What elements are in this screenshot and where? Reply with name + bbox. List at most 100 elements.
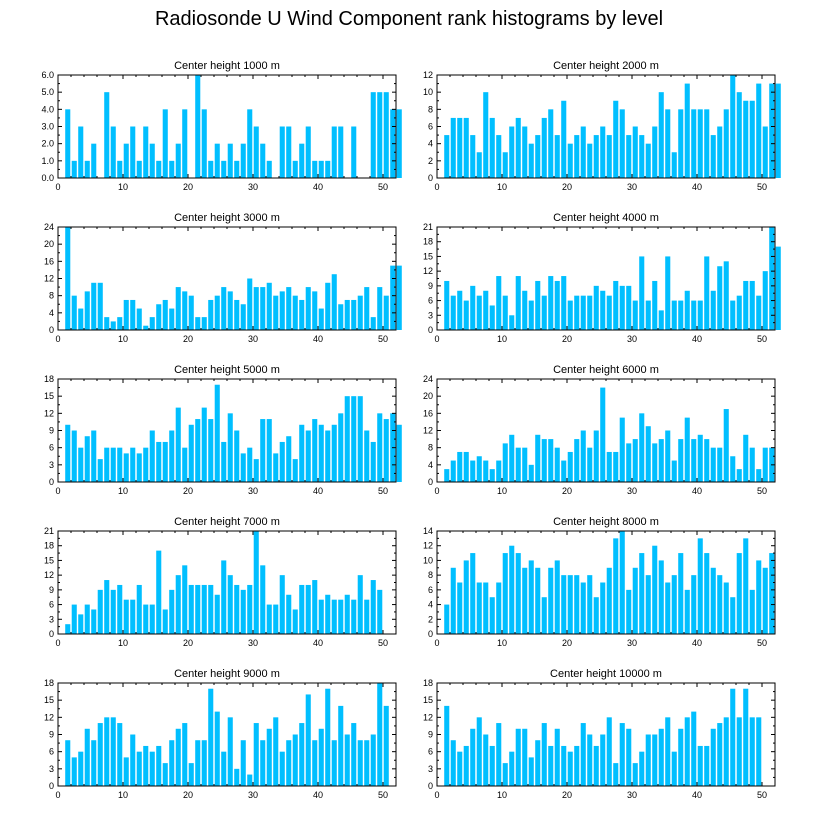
bar: [496, 135, 502, 178]
bar: [78, 614, 84, 634]
bar: [736, 295, 742, 330]
bar: [175, 287, 181, 330]
bar: [208, 688, 214, 786]
bar: [279, 575, 285, 634]
y-tick-label: 2.0: [41, 139, 54, 149]
y-tick-label: 0: [49, 781, 54, 791]
y-tick-label: 0: [428, 629, 433, 639]
bar: [489, 469, 495, 482]
bar: [331, 424, 337, 482]
bar: [260, 565, 266, 634]
bar: [136, 308, 142, 330]
bar: [221, 560, 227, 634]
bar: [377, 589, 383, 634]
bar: [260, 143, 266, 178]
bar: [762, 126, 768, 178]
bar: [697, 109, 703, 178]
bar: [600, 290, 606, 330]
bar: [84, 728, 90, 786]
bar: [305, 287, 311, 330]
bar: [104, 447, 110, 482]
bar: [463, 117, 469, 178]
bar: [450, 740, 456, 786]
bar: [723, 109, 729, 178]
bar: [182, 723, 188, 786]
bar: [143, 447, 149, 482]
bar: [444, 469, 450, 482]
bar: [535, 135, 541, 178]
bar: [730, 456, 736, 482]
bar: [162, 763, 168, 786]
bar: [658, 92, 664, 178]
bar: [195, 75, 201, 178]
bar: [208, 160, 214, 178]
bar: [743, 688, 749, 786]
bar: [110, 717, 116, 786]
bar: [273, 717, 279, 786]
x-tick-label: 0: [55, 334, 60, 344]
y-tick-label: 9: [49, 585, 54, 595]
bar: [91, 282, 97, 330]
bar: [626, 443, 632, 482]
x-tick-label: 50: [378, 182, 388, 192]
panel-7: Center height 7000 m 0 3 6 9 12 15 18 21 0 10 20 30 4…: [44, 516, 397, 648]
bar: [169, 430, 175, 482]
bar: [684, 417, 690, 482]
bar: [554, 135, 560, 178]
bar: [253, 531, 259, 634]
bar: [476, 295, 482, 330]
bar: [483, 460, 489, 482]
bar: [658, 310, 664, 330]
bar: [457, 751, 463, 786]
panel-title: Center height 7000 m: [174, 516, 280, 528]
x-tick-label: 50: [378, 486, 388, 496]
bar: [515, 728, 521, 786]
bar: [463, 300, 469, 330]
bar: [240, 143, 246, 178]
x-tick-label: 50: [757, 790, 767, 800]
bar: [247, 584, 253, 634]
bar: [286, 436, 292, 482]
bar: [463, 560, 469, 634]
bar: [580, 295, 586, 330]
bar: [234, 430, 240, 482]
bar: [338, 705, 344, 786]
y-tick-label: 16: [423, 408, 433, 418]
bar: [221, 441, 227, 482]
bar: [162, 609, 168, 634]
x-tick-label: 40: [313, 182, 323, 192]
bar: [65, 424, 71, 482]
bar: [658, 728, 664, 786]
bar: [97, 589, 103, 634]
bar: [247, 278, 253, 330]
bar: [515, 276, 521, 330]
bar: [619, 531, 625, 634]
bar: [162, 109, 168, 178]
x-tick-label: 0: [55, 486, 60, 496]
y-tick-label: 8: [428, 104, 433, 114]
x-tick-label: 40: [692, 182, 702, 192]
bar: [260, 287, 266, 330]
bar: [97, 723, 103, 786]
bar: [175, 143, 181, 178]
bar: [78, 126, 84, 178]
y-tick-label: 18: [44, 541, 54, 551]
bar: [312, 419, 318, 482]
bar: [522, 728, 528, 786]
bar: [704, 745, 710, 786]
bar: [286, 740, 292, 786]
bar: [396, 109, 402, 178]
bar: [383, 92, 389, 178]
bar: [318, 160, 324, 178]
bar: [548, 745, 554, 786]
x-tick-label: 50: [757, 638, 767, 648]
bar: [509, 126, 515, 178]
bar: [736, 553, 742, 634]
bar: [502, 295, 508, 330]
x-tick-label: 30: [627, 638, 637, 648]
y-tick-label: 12: [423, 426, 433, 436]
bar: [78, 447, 84, 482]
bar: [704, 439, 710, 482]
panel-6: Center height 6000 m 0 4 8 12 16 20 24 0 10 20 30 40…: [423, 364, 776, 496]
y-tick-label: 12: [423, 266, 433, 276]
